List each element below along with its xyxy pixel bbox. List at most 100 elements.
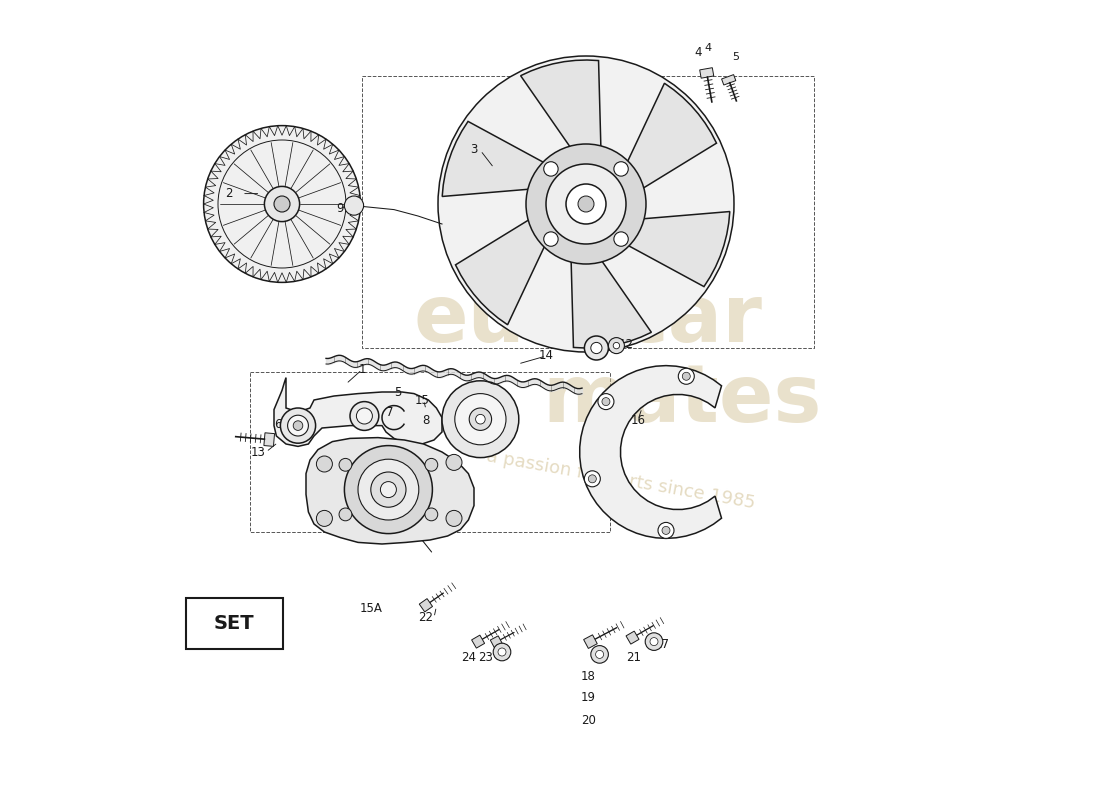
Polygon shape [584,635,597,649]
Circle shape [470,408,492,430]
Text: 19: 19 [581,691,596,704]
Circle shape [614,232,628,246]
Circle shape [358,459,419,520]
Polygon shape [571,260,651,348]
Polygon shape [472,635,485,648]
Text: 6: 6 [274,418,282,430]
Text: 16: 16 [630,414,646,426]
Circle shape [679,368,694,384]
Circle shape [578,196,594,212]
Circle shape [294,421,302,430]
Text: 5: 5 [733,53,739,62]
Polygon shape [627,83,716,189]
Polygon shape [306,438,474,544]
Circle shape [566,184,606,224]
Polygon shape [722,74,736,85]
Circle shape [344,446,432,534]
Circle shape [204,126,361,282]
Circle shape [498,648,506,656]
Circle shape [614,162,628,176]
Text: euro: euro [414,281,620,359]
Circle shape [425,508,438,521]
Circle shape [608,338,625,354]
Polygon shape [627,211,729,286]
Text: 7: 7 [386,406,394,418]
Circle shape [344,196,364,215]
Polygon shape [455,219,546,325]
Circle shape [280,408,316,443]
Circle shape [454,394,506,445]
Circle shape [602,398,609,406]
Circle shape [438,56,734,352]
Text: 11: 11 [594,342,609,354]
Circle shape [475,414,485,424]
Circle shape [591,342,602,354]
Text: 5: 5 [394,386,402,398]
Circle shape [658,522,674,538]
Circle shape [425,458,438,471]
Text: 13: 13 [251,446,265,458]
Circle shape [546,164,626,244]
Circle shape [356,408,373,424]
Circle shape [350,402,378,430]
Circle shape [662,526,670,534]
Circle shape [591,646,608,663]
Polygon shape [626,631,639,644]
Circle shape [442,381,519,458]
Text: 4: 4 [694,46,702,58]
Circle shape [339,458,352,471]
Text: 24: 24 [461,651,476,664]
Circle shape [650,638,658,646]
Text: 21: 21 [627,651,641,664]
Text: 2: 2 [224,187,232,200]
Text: 15A: 15A [360,602,383,614]
Polygon shape [442,122,546,197]
Polygon shape [580,366,722,538]
Polygon shape [274,378,442,446]
Text: car: car [620,281,762,359]
Text: 1: 1 [359,363,365,376]
Text: 8: 8 [422,414,430,426]
Circle shape [381,482,396,498]
Text: 17: 17 [654,638,670,650]
Circle shape [613,342,619,349]
Circle shape [339,508,352,521]
Text: 12: 12 [618,338,634,350]
Circle shape [543,162,558,176]
Circle shape [543,232,558,246]
Polygon shape [491,636,503,648]
Circle shape [598,394,614,410]
Circle shape [682,372,691,380]
Text: 22: 22 [418,611,433,624]
Circle shape [646,633,663,650]
Circle shape [588,475,596,483]
Polygon shape [264,433,275,446]
Text: 15: 15 [415,394,429,406]
Circle shape [446,510,462,526]
Circle shape [493,643,510,661]
Text: mates: mates [542,361,822,439]
Text: 10: 10 [471,414,485,426]
Polygon shape [700,68,714,78]
Circle shape [287,415,308,436]
Text: 9: 9 [336,202,343,214]
Text: 4: 4 [705,42,712,53]
Text: a passion for parts since 1985: a passion for parts since 1985 [485,447,756,513]
Circle shape [274,196,290,212]
Text: 3: 3 [471,143,477,156]
Text: 20: 20 [581,714,596,726]
Text: 18: 18 [581,670,596,682]
Text: SET: SET [213,614,254,633]
Circle shape [446,454,462,470]
Circle shape [595,650,604,658]
Text: 23: 23 [478,651,494,664]
Text: 14: 14 [539,350,553,362]
Circle shape [317,510,332,526]
Circle shape [584,471,601,487]
Circle shape [371,472,406,507]
Polygon shape [419,598,432,612]
Circle shape [526,144,646,264]
Circle shape [317,456,332,472]
Circle shape [264,186,299,222]
FancyBboxPatch shape [186,598,283,649]
